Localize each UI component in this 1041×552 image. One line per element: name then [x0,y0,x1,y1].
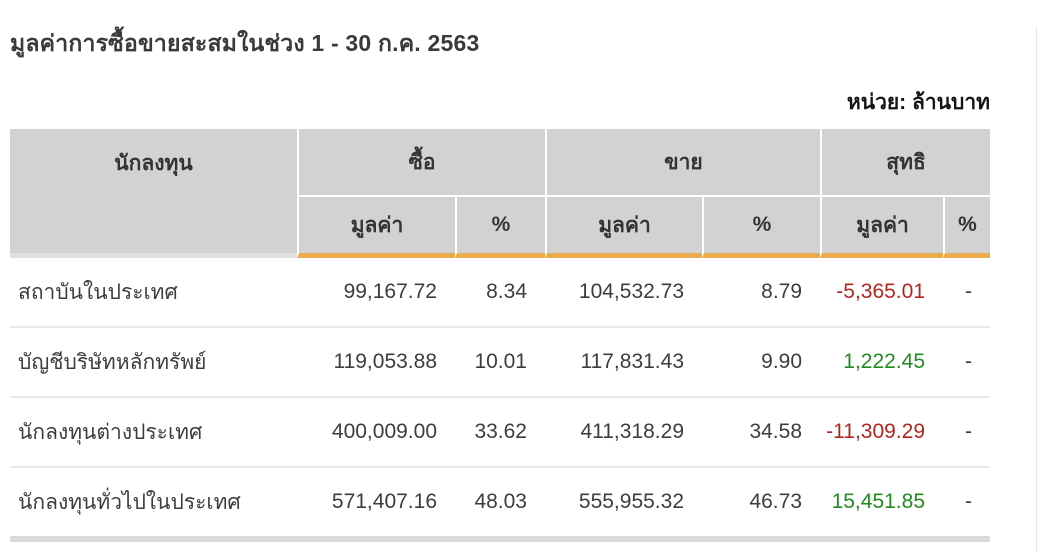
buy-value-cell: 571,407.16 [297,468,455,542]
sell-percent-cell: 34.58 [702,398,821,468]
column-header-net-value: มูลค่า [820,195,944,258]
buy-value-cell: 400,009.00 [297,398,455,468]
column-header-net-percent: % [943,195,991,258]
column-header-buy-value: มูลค่า [297,195,455,258]
column-header-sell-value: มูลค่า [545,195,702,258]
unit-label: หน่วย: ล้านบาท [846,91,990,114]
page-title: มูลค่าการซื้อขายสะสมในช่วง 1 - 30 ก.ค. 2… [10,30,480,56]
net-value-cell: -5,365.01 [820,258,944,328]
table-body: สถาบันในประเทศ 99,167.72 8.34 104,532.73… [10,258,991,542]
buy-percent-cell: 33.62 [455,398,545,468]
investor-trading-table: นักลงทุน ซื้อ ขาย สุทธิ มูลค่า % มูลค่า … [10,129,991,542]
buy-value-cell: 99,167.72 [297,258,455,328]
column-group-net: สุทธิ [820,129,991,195]
header-group-row: นักลงทุน ซื้อ ขาย สุทธิ [10,129,991,258]
investor-name-cell: นักลงทุนทั่วไปในประเทศ [10,468,297,542]
sell-value-cell: 411,318.29 [545,398,702,468]
sell-percent-cell: 46.73 [702,468,821,542]
buy-value-cell: 119,053.88 [297,328,455,398]
net-percent-cell: - [943,258,991,328]
sell-percent-cell: 9.90 [702,328,821,398]
net-value-cell: -11,309.29 [820,398,944,468]
sell-value-cell: 555,955.32 [545,468,702,542]
investor-name-cell: สถาบันในประเทศ [10,258,297,328]
table-row-foreign-investors: นักลงทุนต่างประเทศ 400,009.00 33.62 411,… [10,398,991,468]
net-percent-cell: - [943,328,991,398]
net-value-cell: 1,222.45 [820,328,944,398]
investor-name-cell: นักลงทุนต่างประเทศ [10,398,297,468]
investor-name-cell: บัญชีบริษัทหลักทรัพย์ [10,328,297,398]
sell-percent-cell: 8.79 [702,258,821,328]
table-row-proprietary-trading: บัญชีบริษัทหลักทรัพย์ 119,053.88 10.01 1… [10,328,991,398]
net-value-cell: 15,451.85 [820,468,944,542]
buy-percent-cell: 48.03 [455,468,545,542]
page-edge-divider [1036,26,1037,552]
buy-percent-cell: 10.01 [455,328,545,398]
table-header: นักลงทุน ซื้อ ขาย สุทธิ มูลค่า % มูลค่า … [10,129,991,258]
column-header-buy-percent: % [455,195,545,258]
column-header-sell-percent: % [702,195,821,258]
sell-value-cell: 117,831.43 [545,328,702,398]
table-row-local-individuals: นักลงทุนทั่วไปในประเทศ 571,407.16 48.03 … [10,468,991,542]
net-percent-cell: - [943,398,991,468]
column-header-investor: นักลงทุน [10,129,297,258]
net-percent-cell: - [943,468,991,542]
column-group-buy: ซื้อ [297,129,545,195]
header-sub-row: มูลค่า % มูลค่า % มูลค่า % [10,195,991,258]
buy-percent-cell: 8.34 [455,258,545,328]
table-row-local-institutions: สถาบันในประเทศ 99,167.72 8.34 104,532.73… [10,258,991,328]
column-group-sell: ขาย [545,129,821,195]
sell-value-cell: 104,532.73 [545,258,702,328]
